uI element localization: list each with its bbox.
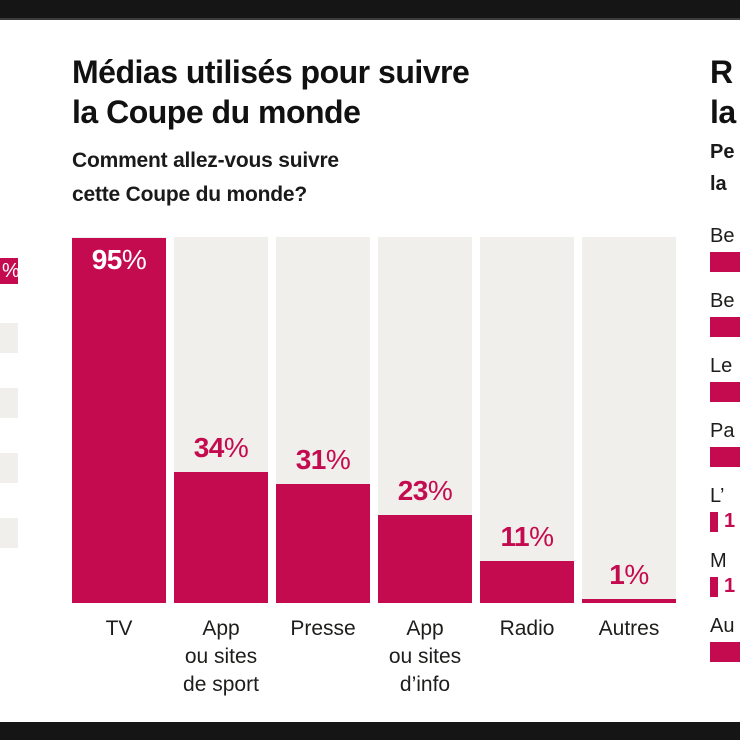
- right-item-value-fragment: 1: [724, 575, 736, 597]
- right-list-item: Be: [710, 225, 740, 285]
- right-item-value-fragment: 1: [724, 510, 736, 532]
- value-suffix: %: [325, 444, 351, 475]
- bar-column-radio: 11% Radio: [480, 237, 574, 640]
- right-list-item: Be: [710, 290, 740, 350]
- right-panel-title-fragment: R la: [710, 54, 736, 130]
- value-number: 95: [91, 244, 123, 275]
- right-item-bar: [710, 317, 740, 337]
- bar-column-tv: 95% TV: [72, 237, 166, 640]
- right-list-item: L’ 1: [710, 485, 740, 545]
- left-panel-track-fragment: [0, 453, 18, 483]
- bar-column-autres: 1% Autres: [582, 237, 676, 640]
- category-label-app-sport: App ou sites de sport: [183, 617, 259, 696]
- value-number: 11: [500, 521, 530, 552]
- left-panel-bar-fragment: %: [0, 258, 20, 284]
- right-item-label: Pa: [710, 420, 735, 442]
- value-suffix: %: [121, 244, 147, 275]
- bar-track: [480, 237, 574, 603]
- bar-tv: [72, 238, 166, 603]
- value-number: 34: [193, 432, 225, 463]
- left-panel-percent-fragment: %: [2, 260, 20, 282]
- right-list-item: M 1: [710, 550, 740, 610]
- right-item-label: L’: [710, 485, 725, 507]
- right-list-item: Le: [710, 355, 740, 415]
- category-label-app-info: App ou sites d’info: [388, 617, 462, 696]
- value-label-tv: 95%: [72, 244, 166, 276]
- right-item-bar: [710, 642, 740, 662]
- value-number: 31: [295, 444, 327, 475]
- chart-subtitle: Comment allez-vous suivre cette Coupe du…: [72, 149, 339, 206]
- value-suffix: %: [529, 521, 554, 552]
- right-item-bar: [710, 252, 740, 272]
- value-suffix: %: [223, 432, 249, 463]
- right-panel-subtitle-fragment: Pe la: [710, 141, 735, 195]
- right-item-bar: [710, 512, 718, 532]
- value-suffix: %: [427, 475, 453, 506]
- value-label-radio: 11%: [480, 521, 574, 553]
- value-suffix: %: [624, 559, 649, 590]
- right-list-item: Pa: [710, 420, 740, 480]
- value-label-app-info: 23%: [378, 475, 472, 507]
- left-panel-track-fragment: [0, 323, 18, 353]
- left-panel-track-fragment: [0, 388, 18, 418]
- bar-autres: [582, 599, 676, 603]
- right-item-label: Be: [710, 225, 735, 247]
- bar-radio: [480, 561, 574, 603]
- bar-app-info: [378, 515, 472, 603]
- value-label-app-sport: 34%: [174, 432, 268, 464]
- category-label-autres: Autres: [598, 617, 660, 640]
- left-panel-track-fragment: [0, 518, 18, 548]
- right-item-bar: [710, 447, 740, 467]
- bar-column-app-sport: 34% App ou sites de sport: [174, 237, 268, 696]
- category-label-tv: TV: [105, 617, 133, 640]
- category-label-presse: Presse: [290, 617, 356, 640]
- right-item-label: Au: [710, 615, 735, 637]
- value-number: 23: [397, 475, 429, 506]
- bar-track: [582, 237, 676, 603]
- right-item-bar: [710, 382, 740, 402]
- value-label-autres: 1%: [582, 559, 676, 591]
- category-label-radio: Radio: [499, 617, 555, 640]
- right-list-item: Au: [710, 615, 740, 675]
- right-item-label: Be: [710, 290, 735, 312]
- right-item-label: Le: [710, 355, 733, 377]
- value-number: 1: [609, 559, 625, 590]
- right-item-label: M: [710, 550, 727, 572]
- bar-app-sport: [174, 472, 268, 603]
- letterbox-bottom-bar: [0, 722, 740, 740]
- letterbox-top-bar: [0, 0, 740, 20]
- chart-title: Médias utilisés pour suivre la Coupe du …: [72, 54, 470, 130]
- bar-column-app-info: 23% App ou sites d’info: [378, 237, 472, 696]
- right-item-bar: [710, 577, 718, 597]
- bar-column-presse: 31% Presse: [276, 237, 370, 640]
- value-label-presse: 31%: [276, 444, 370, 476]
- bar-presse: [276, 484, 370, 603]
